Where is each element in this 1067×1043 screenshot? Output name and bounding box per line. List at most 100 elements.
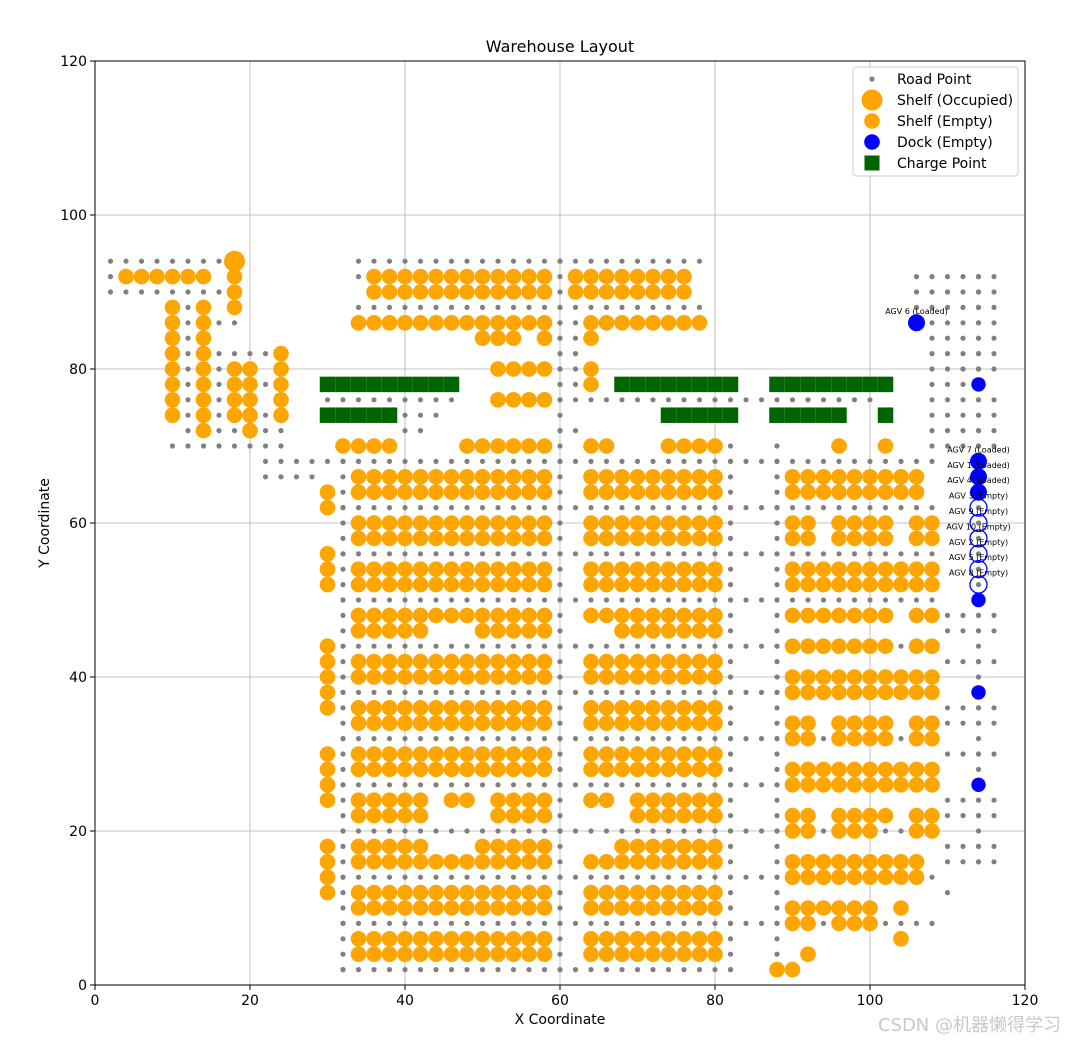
shelf-empty — [784, 607, 801, 624]
dock — [971, 685, 986, 700]
shelf-empty — [319, 669, 336, 685]
road-point — [526, 258, 532, 264]
shelf-empty — [443, 715, 460, 731]
agv-label: AGV 7 (Loaded) — [947, 445, 1010, 454]
shelf-empty — [676, 900, 692, 916]
shelf-empty — [924, 607, 940, 624]
shelf-empty — [660, 607, 677, 624]
shelf-empty — [474, 854, 491, 870]
shelf-empty — [226, 392, 243, 408]
road-point — [510, 920, 517, 927]
road-point — [588, 920, 594, 927]
shelf-empty — [536, 838, 553, 855]
shelf-empty — [443, 284, 460, 300]
road-point — [774, 535, 780, 542]
shelf-empty — [908, 515, 925, 531]
road-point — [975, 535, 982, 542]
shelf-empty — [412, 807, 429, 824]
road-point — [448, 736, 455, 742]
shelf-empty — [660, 561, 677, 577]
shelf-empty — [521, 315, 537, 331]
charge-point — [769, 376, 785, 393]
road-point — [448, 397, 455, 403]
shelf-empty — [707, 931, 723, 947]
shelf-empty — [273, 361, 289, 377]
shelf-empty — [598, 469, 615, 485]
road-point — [634, 782, 641, 788]
shelf-empty — [691, 838, 708, 855]
y-tick-label: 0 — [78, 978, 87, 994]
shelf-empty — [691, 576, 708, 593]
shelf-empty — [521, 484, 537, 501]
road-point — [975, 674, 982, 680]
road-point — [603, 597, 610, 603]
road-point — [805, 458, 811, 464]
road-point — [681, 782, 687, 788]
road-point — [681, 920, 687, 927]
road-point — [743, 505, 749, 511]
road-point — [510, 643, 517, 649]
shelf-empty — [412, 669, 429, 685]
road-point — [960, 335, 966, 341]
shelf-empty — [412, 484, 429, 501]
road-point — [681, 458, 687, 464]
shelf-empty — [474, 838, 491, 855]
road-point — [557, 689, 563, 696]
road-point — [944, 397, 951, 403]
road-point — [557, 905, 563, 911]
road-point — [557, 782, 563, 788]
road-point — [464, 782, 470, 788]
road-point — [898, 643, 904, 649]
road-point — [975, 443, 982, 449]
shelf-empty — [381, 530, 398, 547]
shelf-empty — [862, 900, 878, 916]
road-point — [479, 689, 486, 696]
shelf-empty — [505, 561, 522, 577]
shelf-empty — [831, 638, 847, 654]
shelf-empty — [459, 607, 475, 624]
road-point — [898, 505, 904, 511]
shelf-empty — [645, 268, 661, 285]
road-point — [278, 458, 284, 464]
shelf-empty — [784, 854, 801, 870]
charge-point — [707, 376, 723, 393]
shelf-empty — [319, 484, 336, 501]
shelf-empty — [831, 777, 847, 793]
shelf-empty — [800, 469, 816, 485]
shelf-empty — [800, 561, 816, 577]
shelf-empty — [614, 884, 630, 901]
shelf-empty — [443, 561, 460, 577]
shelf-empty — [629, 623, 646, 639]
shelf-empty — [474, 315, 491, 331]
shelf-empty — [505, 284, 522, 300]
charge-point — [877, 376, 894, 393]
road-point — [991, 705, 997, 711]
shelf-empty — [536, 761, 553, 778]
shelf-empty — [412, 946, 429, 962]
road-point — [634, 689, 641, 696]
shelf-empty — [474, 761, 491, 778]
road-point — [371, 597, 377, 603]
shelf-empty — [660, 700, 677, 716]
road-point — [448, 505, 455, 511]
shelf-empty — [459, 746, 475, 762]
road-point — [975, 412, 982, 418]
charge-points — [319, 376, 894, 423]
shelf-empty — [877, 638, 894, 654]
shelf-empty — [350, 746, 367, 762]
shelf-empty — [428, 653, 444, 670]
shelf-empty — [660, 623, 677, 639]
agv-marker-loaded — [970, 468, 987, 486]
shelf-empty — [862, 669, 878, 685]
shelf-empty — [800, 530, 816, 547]
shelf-empty — [412, 792, 429, 808]
shelf-empty — [924, 638, 940, 654]
road-point — [231, 443, 238, 449]
shelf-empty — [784, 469, 801, 485]
shelf-empty — [691, 484, 708, 501]
shelf-empty — [862, 730, 878, 747]
road-point — [386, 782, 393, 788]
road-point — [309, 458, 315, 464]
road-point — [727, 474, 734, 480]
shelf-empty — [521, 900, 537, 916]
